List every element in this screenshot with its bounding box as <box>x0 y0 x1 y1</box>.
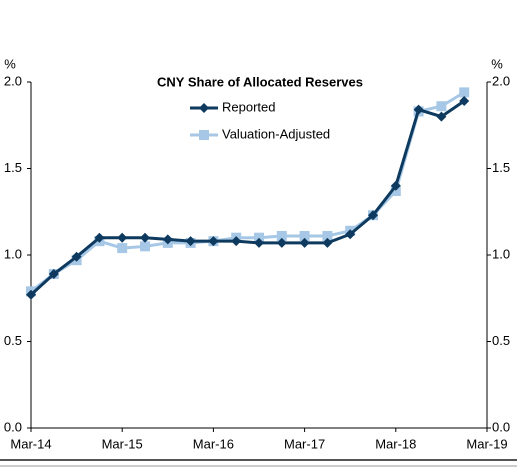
data-point <box>254 237 264 248</box>
data-point <box>345 229 356 240</box>
data-point <box>436 101 447 112</box>
legend-label: Reported <box>222 99 275 114</box>
data-point <box>185 236 196 247</box>
data-point <box>413 104 424 115</box>
data-point <box>140 232 150 243</box>
data-point <box>117 243 128 254</box>
data-point <box>299 230 310 241</box>
data-point <box>94 232 105 243</box>
data-point <box>208 236 219 247</box>
x-tick-label: Mar-18 <box>375 436 416 451</box>
y2-axis-label: % <box>491 56 503 71</box>
y-tick-label: 0.0 <box>4 419 22 434</box>
data-point <box>390 185 401 196</box>
x-tick-label: Mar-16 <box>193 436 234 451</box>
x-tick-label: Mar-19 <box>466 436 507 451</box>
x-tick-label: Mar-14 <box>10 436 51 451</box>
data-point <box>117 232 128 243</box>
data-point <box>299 237 310 248</box>
data-point <box>322 230 333 241</box>
y-tick-label: 2.0 <box>4 73 22 88</box>
x-tick-label: Mar-17 <box>284 436 325 451</box>
y-tick-label: 1.0 <box>4 246 22 261</box>
legend-marker <box>199 103 209 113</box>
y2-tick-label: 1.5 <box>492 160 510 175</box>
data-point <box>276 230 287 241</box>
data-point <box>231 236 242 247</box>
data-point <box>254 232 264 243</box>
data-point <box>459 96 470 107</box>
data-point <box>322 237 333 248</box>
y-tick-label: 1.5 <box>4 160 22 175</box>
data-point <box>48 269 59 280</box>
data-point <box>436 111 447 122</box>
y2-tick-label: 1.0 <box>492 246 510 261</box>
data-point <box>71 251 82 262</box>
legend-marker <box>199 130 209 140</box>
data-point <box>459 87 470 98</box>
data-point <box>162 234 173 245</box>
y2-tick-label: 2.0 <box>492 73 510 88</box>
x-tick-label: Mar-15 <box>102 436 143 451</box>
data-point <box>26 289 36 300</box>
y-tick-label: 0.5 <box>4 333 22 348</box>
data-point <box>390 180 401 191</box>
data-point <box>368 210 378 221</box>
y2-tick-label: 0.5 <box>492 333 510 348</box>
data-point <box>140 241 150 252</box>
chart-title: CNY Share of Allocated Reserves <box>157 74 363 89</box>
y-axis-label: % <box>4 56 16 71</box>
y2-tick-label: 0.0 <box>492 419 510 434</box>
legend-label: Valuation-Adjusted <box>222 126 330 141</box>
data-point <box>276 237 287 248</box>
